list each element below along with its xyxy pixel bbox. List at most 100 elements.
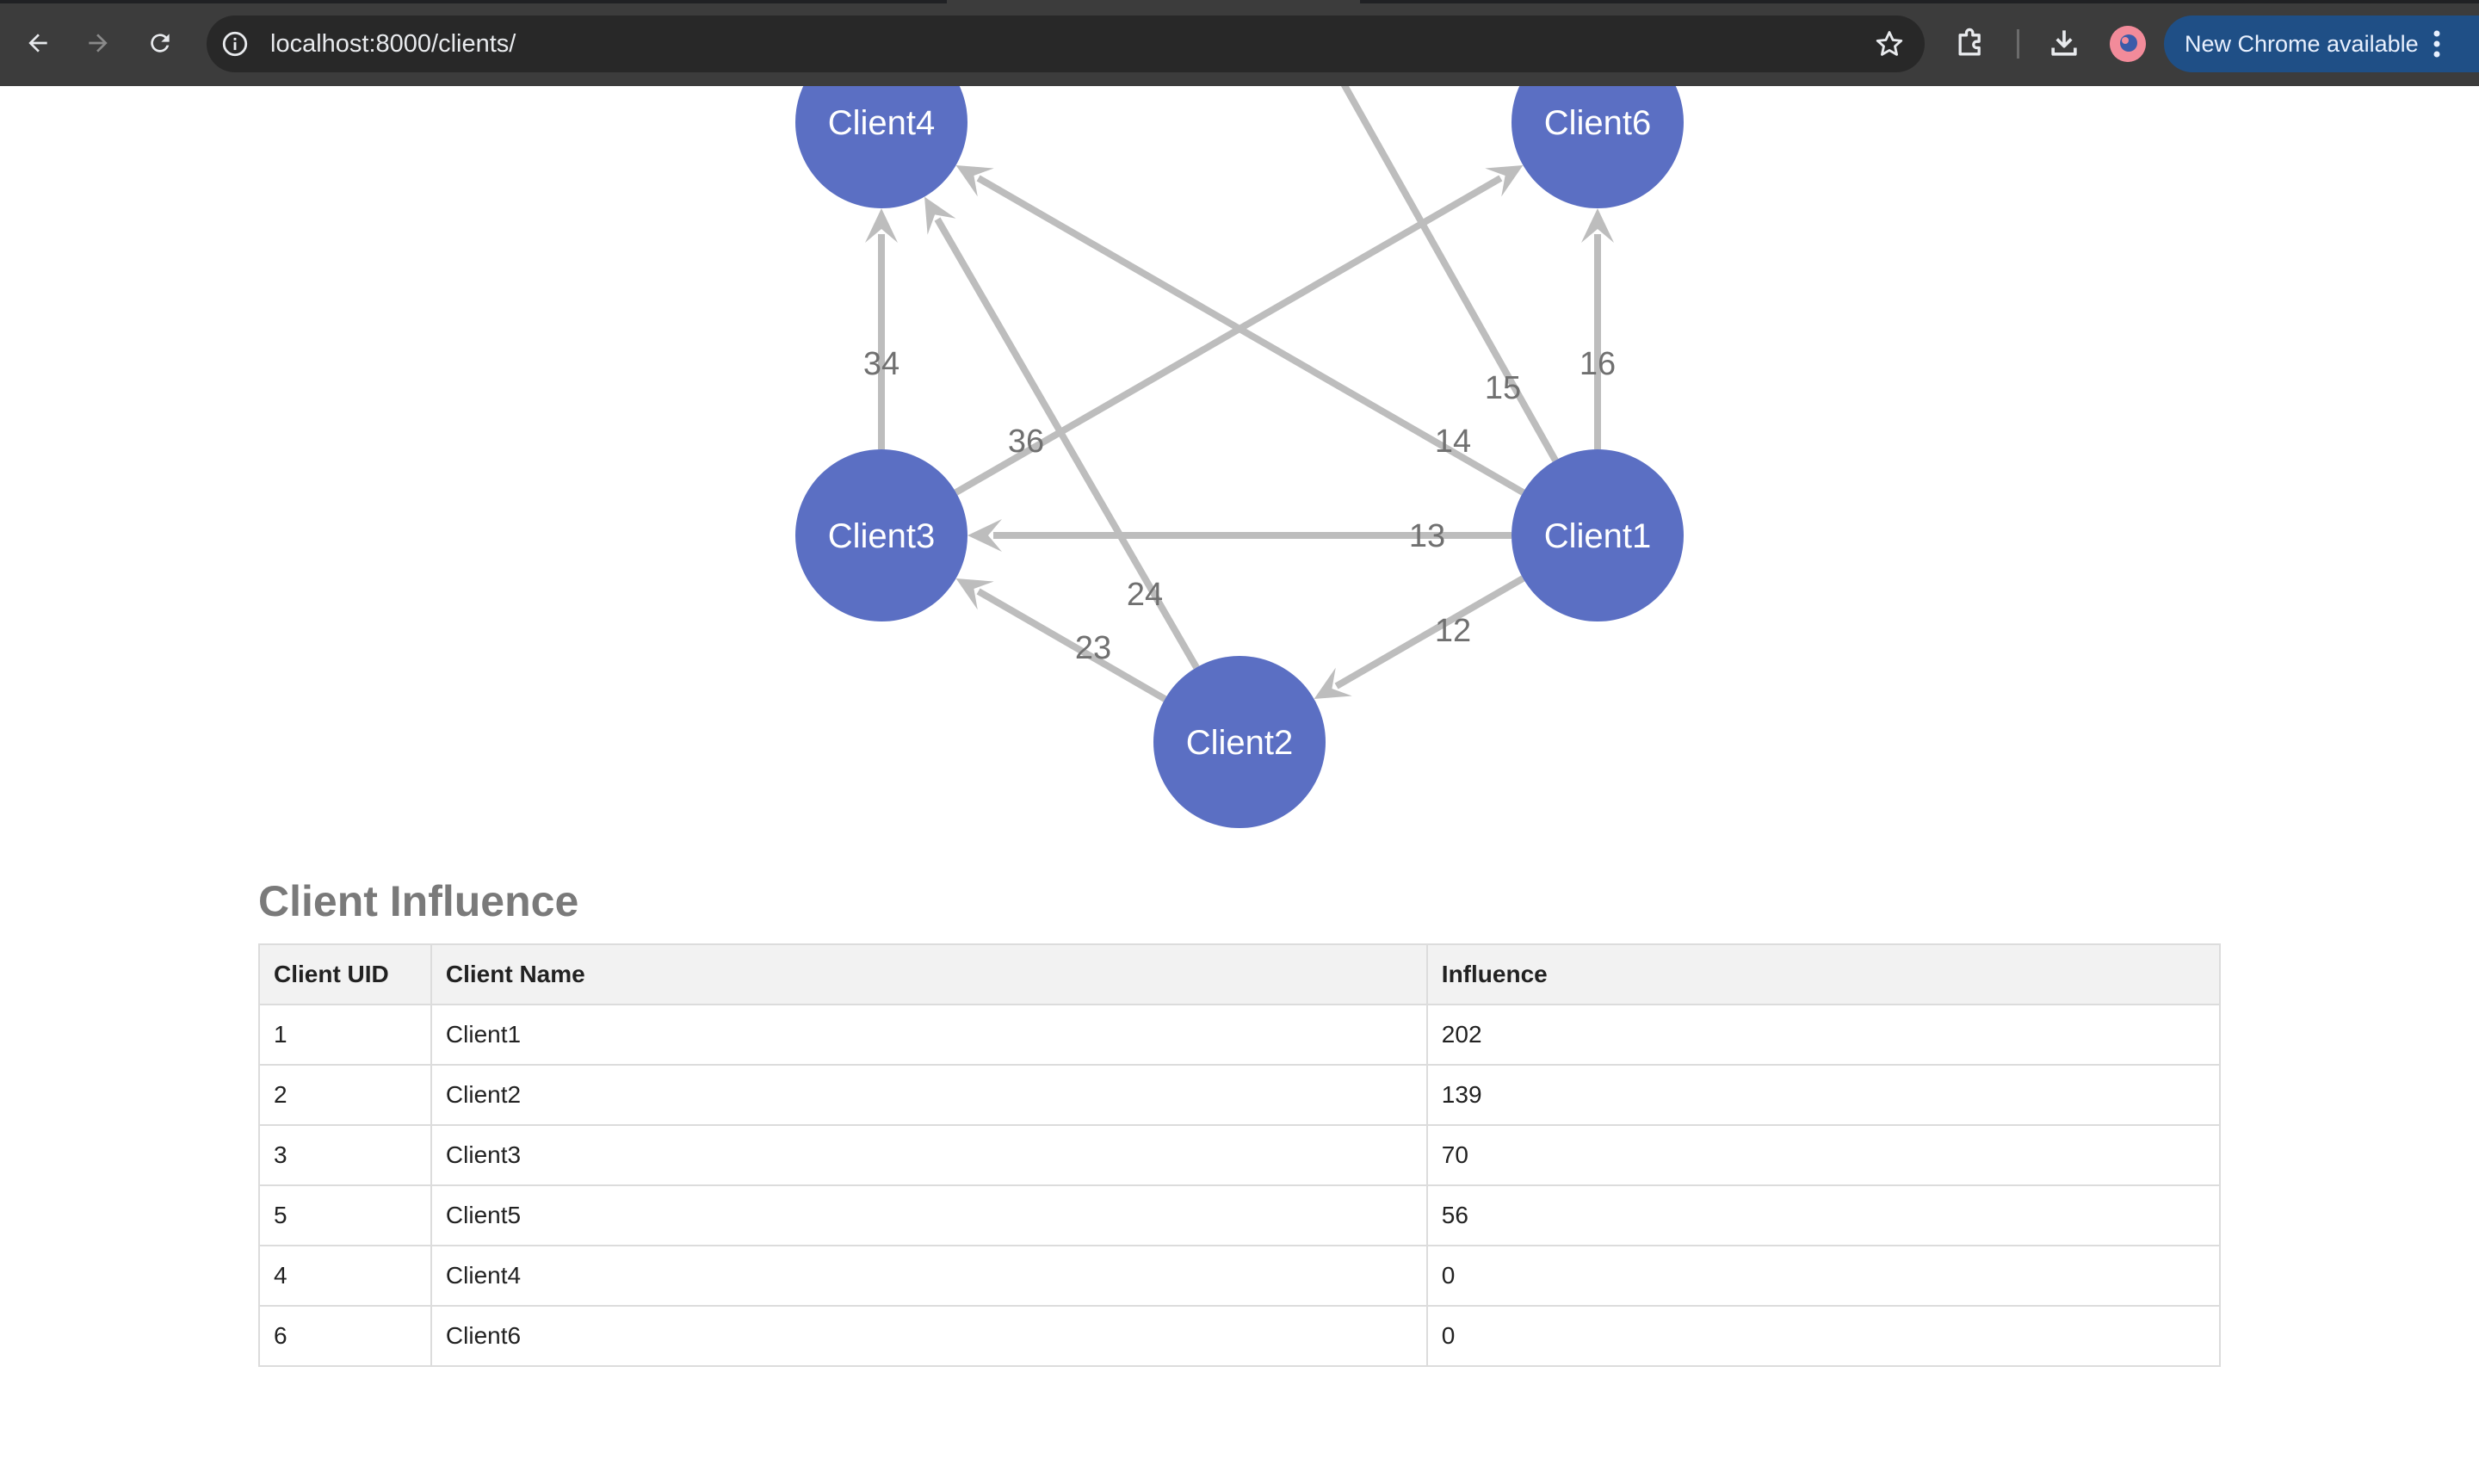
arrowhead-icon xyxy=(955,578,994,610)
tab-strip-edge xyxy=(0,0,947,3)
cell-client-uid: 2 xyxy=(258,1064,432,1126)
edge-line xyxy=(934,217,1200,670)
table-row: 6 Client6 0 xyxy=(258,1305,2222,1367)
reload-button[interactable] xyxy=(139,22,181,64)
node-label: Client4 xyxy=(828,104,936,142)
node-circle[interactable] xyxy=(795,449,967,621)
node-circle[interactable] xyxy=(1512,449,1684,621)
table-row: 3 Client3 70 xyxy=(258,1124,2222,1186)
info-icon[interactable] xyxy=(220,29,250,59)
arrowhead-icon xyxy=(1314,667,1352,700)
node-label: Client3 xyxy=(828,517,936,555)
cell-client-uid: 3 xyxy=(258,1124,432,1186)
new-chrome-available-button[interactable]: New Chrome available xyxy=(2164,15,2479,72)
browser-toolbar: localhost:8000/clients/ New Chrome avail… xyxy=(0,0,2479,86)
edge-weight-label: 34 xyxy=(863,346,899,382)
table-header-row: Client UID Client Name Influence xyxy=(258,943,2222,1005)
arrowhead-icon xyxy=(1485,164,1524,197)
edge-client3-to-client6 xyxy=(954,164,1524,496)
arrowhead-icon xyxy=(967,519,1002,552)
edge-line xyxy=(954,175,1503,496)
cell-client-uid: 4 xyxy=(258,1245,432,1307)
edge-line xyxy=(1340,86,1559,462)
edge-line xyxy=(976,588,1167,702)
edge-weight-label: 24 xyxy=(1127,577,1163,613)
puzzle-icon[interactable] xyxy=(1952,24,1990,62)
edge-client2-to-client4 xyxy=(924,196,1200,670)
edge-weight-label: 16 xyxy=(1580,346,1616,382)
cell-influence: 0 xyxy=(1425,1245,2222,1307)
address-bar[interactable]: localhost:8000/clients/ xyxy=(207,15,1925,72)
edge-weight-label: 15 xyxy=(1485,370,1521,406)
node-circle[interactable] xyxy=(1512,86,1684,208)
node-label: Client2 xyxy=(1186,724,1294,762)
table-row: 1 Client1 202 xyxy=(258,1004,2222,1066)
edge-weight-label: 13 xyxy=(1409,518,1445,554)
cell-influence: 139 xyxy=(1425,1064,2222,1126)
edge-client1-to-client2 xyxy=(1314,575,1525,700)
edge-client3-to-client4 xyxy=(865,208,898,449)
cell-influence: 56 xyxy=(1425,1184,2222,1246)
column-header-client-uid: Client UID xyxy=(258,943,432,1005)
edge-client1-to-offscreen xyxy=(1340,86,1559,462)
table-row: 5 Client5 56 xyxy=(258,1184,2222,1246)
edge-weight-label: 12 xyxy=(1435,613,1471,649)
edge-client2-to-client3 xyxy=(955,578,1167,702)
column-header-client-name: Client Name xyxy=(430,943,1428,1005)
cell-client-name: Client2 xyxy=(430,1064,1428,1126)
edge-weight-label: 23 xyxy=(1075,630,1111,666)
cell-client-uid: 6 xyxy=(258,1305,432,1367)
edge-layer xyxy=(865,86,1614,702)
edge-client1-to-client6 xyxy=(1581,208,1614,449)
cell-client-name: Client1 xyxy=(430,1004,1428,1066)
cell-influence: 70 xyxy=(1425,1124,2222,1186)
back-button[interactable] xyxy=(17,22,59,64)
column-header-influence: Influence xyxy=(1425,943,2222,1005)
node-label: Client1 xyxy=(1544,517,1652,555)
tab-strip-edge xyxy=(1360,0,2479,3)
cell-client-uid: 1 xyxy=(258,1004,432,1066)
profile-avatar[interactable] xyxy=(2110,26,2146,62)
arrowhead-icon xyxy=(1581,208,1614,243)
url-text[interactable]: localhost:8000/clients/ xyxy=(270,30,516,58)
cell-client-name: Client3 xyxy=(430,1124,1428,1186)
edge-client1-to-client3 xyxy=(967,519,1512,552)
influence-table: Client UID Client Name Influence 1 Clien… xyxy=(258,943,2222,1367)
cell-influence: 202 xyxy=(1425,1004,2222,1066)
node-client2[interactable]: Client2 xyxy=(1153,656,1326,828)
node-client6[interactable]: Client6 xyxy=(1512,86,1684,208)
toolbar-separator xyxy=(2017,29,2019,59)
node-circle[interactable] xyxy=(795,86,967,208)
table-row: 2 Client2 139 xyxy=(258,1064,2222,1126)
star-icon[interactable] xyxy=(1873,28,1906,60)
forward-button[interactable] xyxy=(77,22,119,64)
node-circle[interactable] xyxy=(1153,656,1326,828)
section-title: Client Influence xyxy=(258,877,579,925)
avatar-icon xyxy=(2110,26,2146,62)
edge-line xyxy=(976,175,1525,496)
update-button-label: New Chrome available xyxy=(2185,31,2419,57)
cell-client-name: Client6 xyxy=(430,1305,1428,1367)
cell-client-name: Client4 xyxy=(430,1245,1428,1307)
arrowhead-icon xyxy=(924,196,956,235)
node-client1[interactable]: Client1 xyxy=(1512,449,1684,621)
cell-client-name: Client5 xyxy=(430,1184,1428,1246)
reload-icon xyxy=(151,34,170,53)
client-network-graph[interactable]: Client4 Client6 Client3 Client1 Client2 34 36… xyxy=(0,86,2479,861)
arrowhead-icon xyxy=(865,208,898,243)
node-label: Client6 xyxy=(1544,104,1652,142)
edge-client1-to-client4 xyxy=(955,164,1525,496)
download-icon[interactable] xyxy=(2045,24,2083,62)
edge-line xyxy=(1334,575,1525,689)
node-layer: Client4 Client6 Client3 Client1 Client2 xyxy=(795,86,1684,828)
cell-client-uid: 5 xyxy=(258,1184,432,1246)
table-row: 4 Client4 0 xyxy=(258,1245,2222,1307)
node-client3[interactable]: Client3 xyxy=(795,449,967,621)
edge-label-layer: 34 36 14 16 13 12 23 24 15 xyxy=(863,346,1616,666)
edge-weight-label: 14 xyxy=(1435,424,1471,460)
kebab-menu-icon[interactable] xyxy=(2433,29,2441,59)
forward-arrow-icon xyxy=(89,34,108,53)
cell-influence: 0 xyxy=(1425,1305,2222,1367)
back-arrow-icon xyxy=(28,34,47,53)
node-client4[interactable]: Client4 xyxy=(795,86,967,208)
